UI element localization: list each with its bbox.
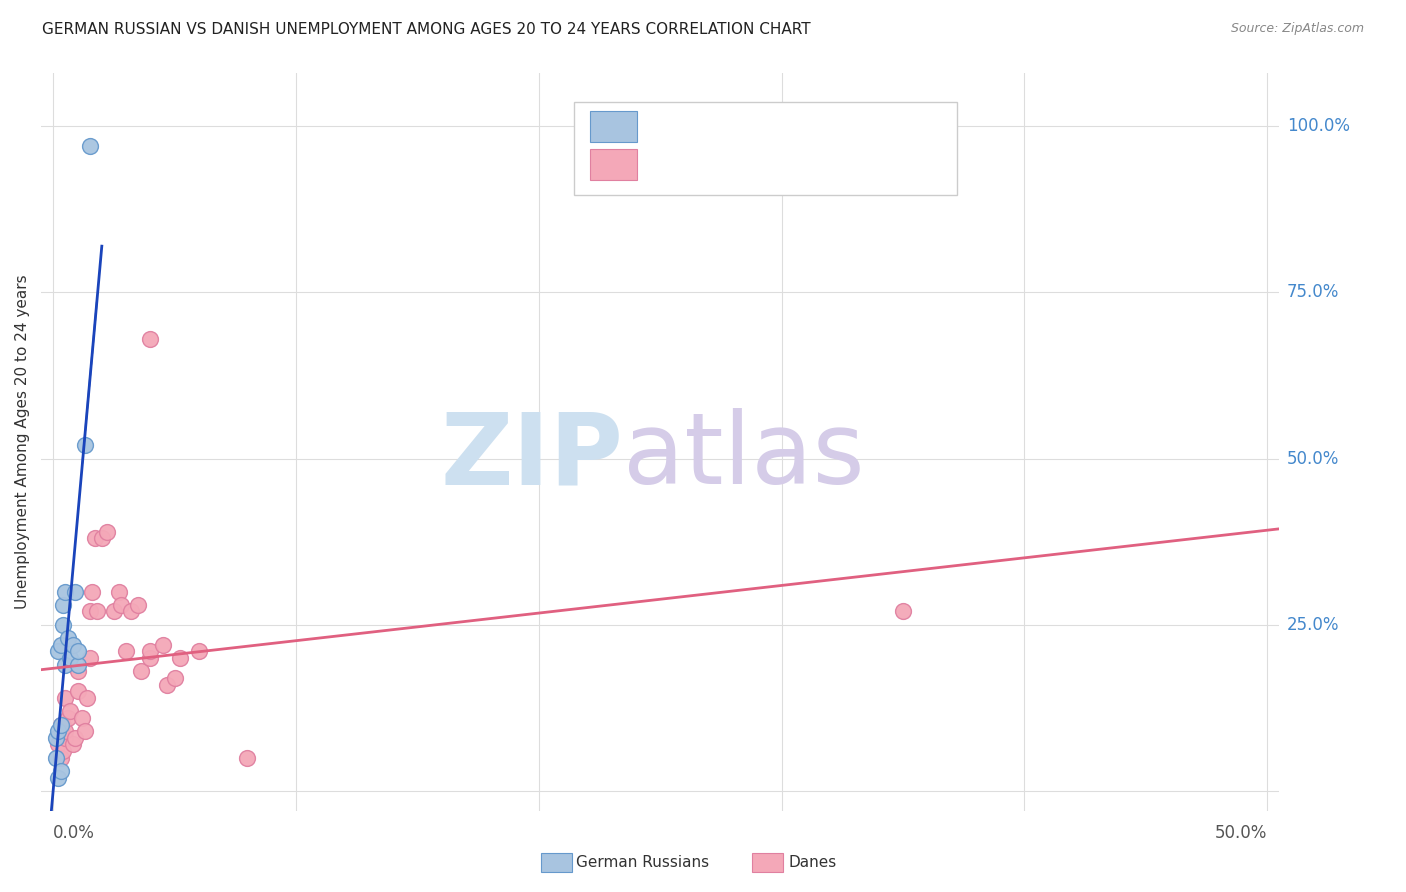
Point [59, 651, 82, 665]
Point [52, 717, 75, 731]
Text: GERMAN RUSSIAN VS DANISH UNEMPLOYMENT AMONG AGES 20 TO 24 YEARS CORRELATION CHAR: GERMAN RUSSIAN VS DANISH UNEMPLOYMENT AM… [42, 22, 811, 37]
Point [73, 438, 96, 452]
Point [49, 751, 72, 765]
Point [46, 738, 69, 752]
Point [49, 764, 72, 778]
FancyBboxPatch shape [574, 103, 957, 194]
Text: Source: ZipAtlas.com: Source: ZipAtlas.com [1230, 22, 1364, 36]
Point [45, 731, 67, 745]
Point [90, 532, 112, 546]
Point [56, 711, 79, 725]
Text: ZIP: ZIP [440, 409, 623, 505]
Point [73, 724, 96, 739]
Point [46, 771, 69, 785]
Point [79, 651, 101, 665]
Point [59, 704, 82, 718]
Point [52, 744, 75, 758]
Point [82, 584, 104, 599]
Text: 50.0%: 50.0% [1215, 824, 1267, 842]
Text: 25.0%: 25.0% [1286, 615, 1339, 634]
Point [49, 638, 72, 652]
Point [55, 657, 77, 672]
Point [139, 332, 162, 346]
Point [66, 684, 89, 698]
Bar [589, 111, 637, 142]
Point [115, 644, 138, 658]
Text: 0.0%: 0.0% [53, 824, 96, 842]
Text: 75.0%: 75.0% [1286, 284, 1339, 301]
Point [169, 651, 191, 665]
Point [63, 731, 86, 745]
Point [55, 690, 77, 705]
Point [55, 724, 77, 739]
Point [55, 584, 77, 599]
Point [156, 678, 179, 692]
Point [110, 598, 132, 612]
Y-axis label: Unemployment Among Ages 20 to 24 years: Unemployment Among Ages 20 to 24 years [15, 275, 30, 609]
Point [120, 605, 142, 619]
Point [49, 717, 72, 731]
Point [52, 598, 75, 612]
Point [139, 644, 162, 658]
Text: German Russians: German Russians [576, 855, 710, 870]
Point [66, 665, 89, 679]
Point [79, 605, 101, 619]
Point [891, 605, 914, 619]
Point [152, 638, 174, 652]
Text: 50.0%: 50.0% [1286, 450, 1339, 467]
Text: atlas: atlas [623, 409, 865, 505]
Point [56, 631, 79, 645]
Point [86, 605, 108, 619]
Bar [589, 149, 637, 180]
Point [55, 731, 77, 745]
Point [45, 751, 67, 765]
Text: R = 0.737   N = 20: R = 0.737 N = 20 [648, 117, 818, 135]
Point [46, 724, 69, 739]
Point [236, 751, 259, 765]
Point [127, 598, 149, 612]
Point [103, 605, 125, 619]
Point [96, 524, 118, 539]
Point [163, 671, 186, 685]
Point [83, 532, 105, 546]
Point [52, 617, 75, 632]
Point [46, 644, 69, 658]
Point [139, 651, 162, 665]
Text: Danes: Danes [789, 855, 837, 870]
Point [62, 638, 84, 652]
Point [62, 738, 84, 752]
Point [108, 584, 131, 599]
Point [76, 690, 98, 705]
Point [79, 139, 101, 153]
Point [129, 665, 152, 679]
Point [63, 584, 86, 599]
Point [66, 657, 89, 672]
Point [49, 717, 72, 731]
Point [66, 644, 89, 658]
Text: R = 0.330   N = 41: R = 0.330 N = 41 [648, 155, 818, 173]
Point [72, 711, 94, 725]
Text: 100.0%: 100.0% [1286, 117, 1350, 136]
Point [187, 644, 209, 658]
